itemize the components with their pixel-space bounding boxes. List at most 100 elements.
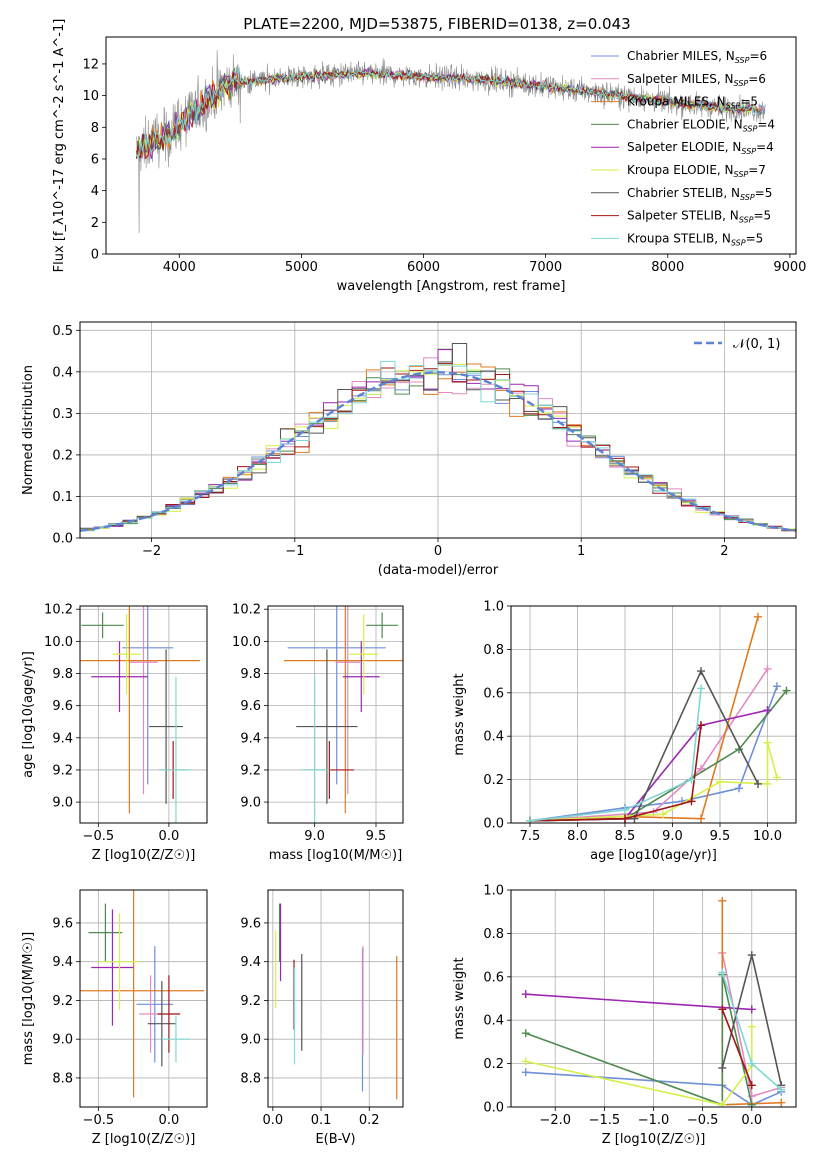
residual-histogram (80, 360, 796, 538)
axes-weight-Z: −2.0 −1.5 −1.0 −0.5 0.0 0.0 0.2 0.4 0.6 0.8 1.0 Z [… (452, 884, 797, 1147)
mass-weight-marker (782, 686, 791, 695)
mass-weight-marker (747, 1022, 756, 1031)
mass-weight-marker (747, 1100, 756, 1107)
y-tick-label: 9.0 (52, 796, 73, 811)
axes-frame (267, 889, 404, 1108)
legend-value: =5 (753, 209, 771, 223)
mass-weight-marker (521, 990, 530, 999)
x-tick-label: 7.5 (520, 829, 541, 844)
mass-weight-marker (718, 1100, 727, 1107)
legend-value: =4 (757, 117, 775, 131)
x-axis-label: Z [log10(Z/Z☉)] (92, 848, 196, 863)
legend-subscript: SSP (734, 79, 749, 88)
x-tick-label: 9.5 (710, 829, 731, 844)
y-axis-label: Normed distribution (21, 365, 36, 495)
x-tick-label: −1.5 (589, 1113, 621, 1128)
y-tick-label: 10.0 (44, 635, 73, 650)
legend: Chabrier MILES, NSSP=6 Salpeter MILES, NS… (591, 49, 775, 247)
axes-residuals: −2 −1 0 1 2 0.0 0.1 0.2 0.3 0.4 0.5 (data-model)/er… (21, 321, 797, 578)
y-tick-label: 6 (91, 152, 99, 167)
x-tick-label: 10.0 (753, 829, 782, 844)
y-tick-label: 0.0 (52, 532, 73, 547)
x-tick-label: 0.0 (262, 1113, 283, 1128)
mass-weight-marker (747, 1005, 756, 1014)
legend-value: =7 (748, 163, 766, 177)
x-tick-label: 0.1 (311, 1113, 332, 1128)
y-tick-label: 2 (91, 216, 99, 231)
legend-value: =4 (756, 140, 774, 154)
x-tick-label: 0.2 (359, 1113, 380, 1128)
mass-weight-line (525, 1026, 753, 1106)
y-tick-label: 0 (91, 248, 99, 263)
y-tick-label: 0.2 (483, 773, 504, 788)
y-axis-label: mass [log10(M/M☉)] (21, 932, 36, 1065)
y-tick-label: 9.0 (240, 796, 261, 811)
legend-value: =5 (755, 186, 773, 200)
mass-weight-marker (687, 775, 696, 784)
y-tick-label: 0.3 (52, 407, 73, 422)
y-tick-label: 10.2 (232, 603, 261, 618)
legend-label: Salpeter MILES, NSSP=6 (627, 72, 766, 88)
plot-area-mass-Z (80, 890, 205, 1098)
legend-subscript: SSP (726, 102, 741, 111)
axes-frame (105, 36, 797, 255)
legend-subscript: SSP (743, 124, 758, 133)
y-tick-label: 4 (91, 184, 99, 199)
y-tick-label: 9.2 (52, 763, 73, 778)
mass-weight-line (529, 690, 788, 822)
axes-age-mass: 9.0 9.5 9.0 9.2 9.4 9.6 9.8 10.0 10.2 mass [log10… (232, 603, 404, 863)
legend-subscript: SSP (731, 238, 746, 247)
mass-weight-line (529, 725, 702, 822)
y-tick-label: 8.8 (52, 1071, 73, 1086)
x-tick-label: 0 (434, 544, 442, 559)
axes-frame (79, 889, 208, 1108)
legend-label: Chabrier ELODIE, NSSP=4 (627, 117, 775, 133)
y-tick-label: 0.0 (483, 1101, 504, 1116)
y-tick-label: 1.0 (483, 600, 504, 615)
mass-weight-line (525, 1071, 782, 1106)
y-tick-label: 9.6 (240, 699, 261, 714)
y-tick-label: 0.8 (483, 927, 504, 942)
y-tick-label: 9.6 (52, 916, 73, 931)
axes-frame (267, 605, 404, 824)
x-tick-label: 9000 (773, 260, 806, 275)
y-tick-label: 10 (82, 89, 99, 104)
x-axis-label: Z [log10(Z/Z☉)] (92, 1132, 196, 1147)
y-axis-label: mass weight (452, 957, 467, 1039)
axes-spectrum: 4000 5000 6000 7000 8000 9000 0 2 4 6 8 10 12 wavelen… (52, 19, 806, 294)
mass-weight-line (529, 688, 702, 822)
mass-weight-marker (621, 805, 629, 814)
mass-weight-marker (777, 1085, 786, 1094)
y-axis-label: age [log10(age/yr)] (21, 651, 36, 778)
legend-subscript: SSP (740, 193, 755, 202)
x-tick-label: 9.0 (662, 829, 683, 844)
mass-weight-marker (621, 814, 629, 823)
mass-weight-marker (763, 779, 772, 788)
mass-weight-marker (777, 1098, 786, 1107)
axes-age-Z: −0.5 0.0 9.0 9.2 9.4 9.6 9.8 10.0 10.2 Z [log10(Z… (21, 603, 208, 863)
x-tick-label: −2.0 (539, 1113, 571, 1128)
x-axis-label: mass [log10(M/M☉)] (269, 848, 402, 863)
y-tick-label: 1.0 (483, 884, 504, 899)
figure-title: PLATE=2200, MJD=53875, FIBERID=0138, z=0… (243, 15, 630, 33)
legend-label: 𝒩(0, 1) (733, 337, 780, 352)
y-tick-label: 9.4 (52, 955, 73, 970)
mass-weight-line (529, 669, 759, 822)
legend-label: Kroupa STELIB, NSSP=5 (627, 231, 763, 247)
mass-weight-marker (526, 816, 534, 823)
mass-weight-marker (659, 810, 667, 819)
x-axis-label: wavelength [Angstrom, rest frame] (337, 279, 566, 294)
y-tick-label: 9.2 (240, 763, 261, 778)
x-axis-label: E(B-V) (315, 1132, 355, 1147)
y-tick-label: 9.0 (240, 1033, 261, 1048)
x-axis-label: Z [log10(Z/Z☉)] (602, 1132, 706, 1147)
plot-area-spectrum (136, 50, 766, 234)
legend-value: =5 (746, 231, 764, 245)
mass-weight-marker (718, 1063, 727, 1072)
axes-frame (510, 605, 797, 824)
mass-weight-marker (773, 773, 781, 782)
legend-label: Salpeter STELIB, NSSP=5 (627, 209, 771, 225)
axes-mass-ebv: 0.0 0.1 0.2 8.8 9.0 9.2 9.4 9.6 E(B-V) (240, 889, 404, 1147)
mass-weight-marker (747, 1081, 756, 1090)
